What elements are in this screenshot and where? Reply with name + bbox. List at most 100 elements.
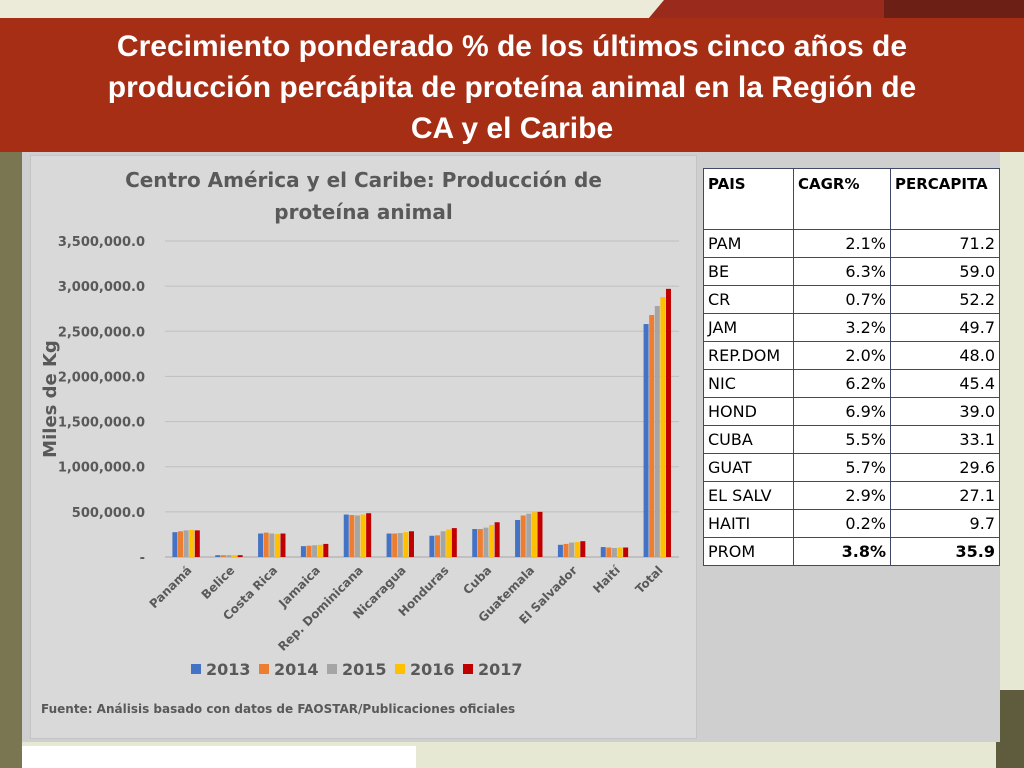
table-row: CR 0.7% 52.2 — [703, 285, 1000, 314]
table-header-row: PAIS CAGR% PERCAPITA — [703, 168, 1000, 230]
bar — [494, 522, 500, 557]
cell-pais: PAM — [703, 229, 794, 258]
cell-pais: PROM — [703, 537, 794, 566]
bar — [349, 515, 355, 557]
table-row: JAM 3.2% 49.7 — [703, 313, 1000, 342]
bar — [226, 555, 232, 557]
x-tick-label: Haití — [590, 563, 623, 596]
legend-swatch — [191, 664, 201, 674]
bar — [263, 532, 269, 557]
bar — [323, 543, 329, 557]
bar — [623, 547, 629, 557]
legend-swatch — [259, 664, 269, 674]
cell-cagr: 6.9% — [793, 397, 891, 426]
y-tick-label: 500,000.0 — [72, 506, 145, 521]
cell-percapita: 49.7 — [890, 313, 1000, 342]
bar — [665, 288, 671, 557]
cell-percapita: 39.0 — [890, 397, 1000, 426]
table-row: PROM 3.8% 35.9 — [703, 537, 1000, 566]
bar — [317, 544, 323, 557]
x-tick-label: Panamá — [147, 563, 195, 611]
bar — [397, 533, 403, 557]
cell-pais: NIC — [703, 369, 794, 398]
cell-pais: CUBA — [703, 425, 794, 454]
bar — [531, 512, 537, 557]
footer-bar — [22, 746, 416, 768]
cagr-table: PAIS CAGR% PERCAPITA PAM 2.1% 71.2 BE 6.3% 59… — [703, 168, 1000, 566]
bar — [472, 529, 478, 557]
legend-swatch — [463, 664, 473, 674]
cell-cagr: 3.2% — [793, 313, 891, 342]
header-percapita: PERCAPITA — [890, 168, 1000, 230]
table-row: REP.DOM 2.0% 48.0 — [703, 341, 1000, 370]
cell-cagr: 3.8% — [793, 537, 891, 566]
bar — [569, 542, 575, 557]
cell-percapita: 48.0 — [890, 341, 1000, 370]
table-row: PAM 2.1% 71.2 — [703, 229, 1000, 258]
x-tick-label: Total — [633, 563, 666, 596]
bar — [408, 531, 414, 557]
bar — [537, 511, 543, 557]
bar — [451, 528, 457, 557]
cell-percapita: 59.0 — [890, 257, 1000, 286]
cell-cagr: 6.3% — [793, 257, 891, 286]
bar — [600, 547, 606, 557]
cell-percapita: 27.1 — [890, 481, 1000, 510]
slide-title-line: CA y el Caribe — [410, 112, 614, 145]
header-pais: PAIS — [703, 168, 794, 230]
table-row: CUBA 5.5% 33.1 — [703, 425, 1000, 454]
bar — [194, 530, 200, 557]
bar — [477, 529, 483, 557]
bar — [643, 324, 649, 557]
x-tick-label: Cuba — [460, 563, 494, 597]
bar — [300, 546, 306, 557]
bar — [580, 541, 586, 557]
bar-chart: - 500,000.0 1,000,000.0 1,500,000.0 2,000,00… — [40, 235, 679, 679]
bar — [306, 545, 312, 557]
bar — [617, 547, 623, 557]
y-tick-label: 2,500,000.0 — [58, 325, 145, 340]
left-decor-strip — [0, 150, 22, 768]
bar — [189, 529, 195, 557]
cell-pais: REP.DOM — [703, 341, 794, 370]
bar — [483, 527, 489, 557]
cell-percapita: 33.1 — [890, 425, 1000, 454]
bar — [446, 529, 452, 557]
cell-cagr: 0.2% — [793, 509, 891, 538]
legend-label: 2016 — [410, 660, 455, 679]
corner-decoration — [996, 690, 1024, 768]
slide-title-line: producción percápita de proteína animal … — [107, 71, 917, 104]
y-tick-label: 1,000,000.0 — [58, 461, 145, 476]
slide-title: Crecimiento ponderado % de los últimos c… — [0, 18, 1024, 152]
bar — [440, 531, 446, 557]
cell-percapita: 35.9 — [890, 537, 1000, 566]
cell-percapita: 29.6 — [890, 453, 1000, 482]
cell-pais: BE — [703, 257, 794, 286]
bar — [392, 533, 398, 557]
table-row: HAITI 0.2% 9.7 — [703, 509, 1000, 538]
y-tick-label: 3,500,000.0 — [58, 235, 145, 250]
bar — [183, 530, 189, 557]
bar — [403, 532, 409, 557]
cell-pais: GUAT — [703, 453, 794, 482]
table-row: NIC 6.2% 45.4 — [703, 369, 1000, 398]
legend-label: 2017 — [478, 660, 523, 679]
bar — [220, 555, 226, 557]
bar — [360, 514, 366, 557]
cell-pais: EL SALV — [703, 481, 794, 510]
cell-cagr: 5.7% — [793, 453, 891, 482]
top-decoration — [0, 0, 1024, 20]
bar — [178, 531, 184, 557]
bar — [563, 543, 569, 557]
cell-percapita: 45.4 — [890, 369, 1000, 398]
table-row: BE 6.3% 59.0 — [703, 257, 1000, 286]
bar — [274, 533, 280, 557]
bar — [435, 535, 441, 557]
cell-percapita: 9.7 — [890, 509, 1000, 538]
bar — [312, 545, 318, 557]
legend-swatch — [327, 664, 337, 674]
bar — [489, 524, 495, 557]
bar — [429, 535, 435, 557]
cell-pais: CR — [703, 285, 794, 314]
legend-swatch — [395, 664, 405, 674]
